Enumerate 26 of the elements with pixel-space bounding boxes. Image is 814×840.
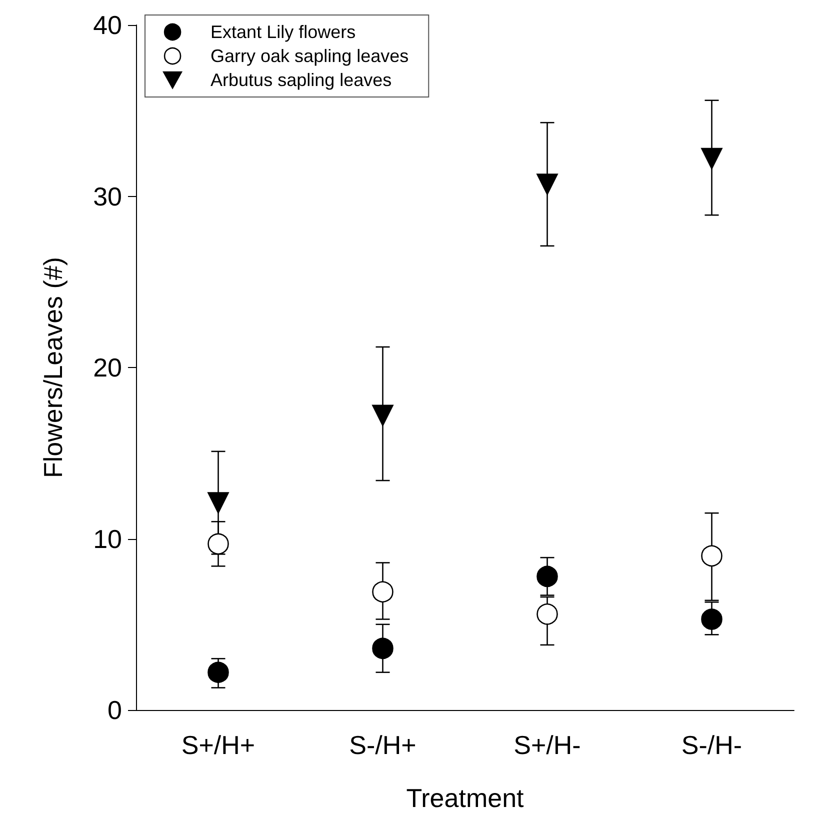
x-tick-label: S+/H+ — [181, 730, 256, 760]
point — [701, 608, 722, 630]
legend-label: Garry oak sapling leaves — [210, 46, 409, 66]
point — [208, 662, 229, 683]
y-axis-title: Flowers/Leaves (#) — [38, 256, 68, 478]
legend-label: Extant Lily flowers — [210, 22, 356, 42]
legend-label: Arbutus sapling leaves — [210, 70, 392, 90]
y-tick-label: 40 — [93, 10, 122, 40]
y-tick-label: 10 — [93, 524, 122, 554]
point — [536, 566, 558, 588]
point — [372, 404, 394, 426]
y-tick-label: 20 — [93, 352, 122, 382]
x-tick-label: S-/H+ — [349, 730, 416, 760]
point — [372, 638, 394, 659]
x-tick-label: S-/H- — [681, 730, 742, 760]
point — [701, 148, 722, 170]
y-tick-label: 30 — [93, 181, 122, 212]
point — [536, 603, 558, 625]
point — [536, 174, 558, 195]
point — [208, 492, 229, 514]
point — [372, 581, 394, 602]
point — [701, 545, 722, 567]
x-tick-label: S+/H- — [514, 730, 581, 760]
point — [208, 533, 229, 555]
y-tick-label: 0 — [108, 695, 122, 725]
x-axis-title: Treatment — [406, 783, 525, 813]
